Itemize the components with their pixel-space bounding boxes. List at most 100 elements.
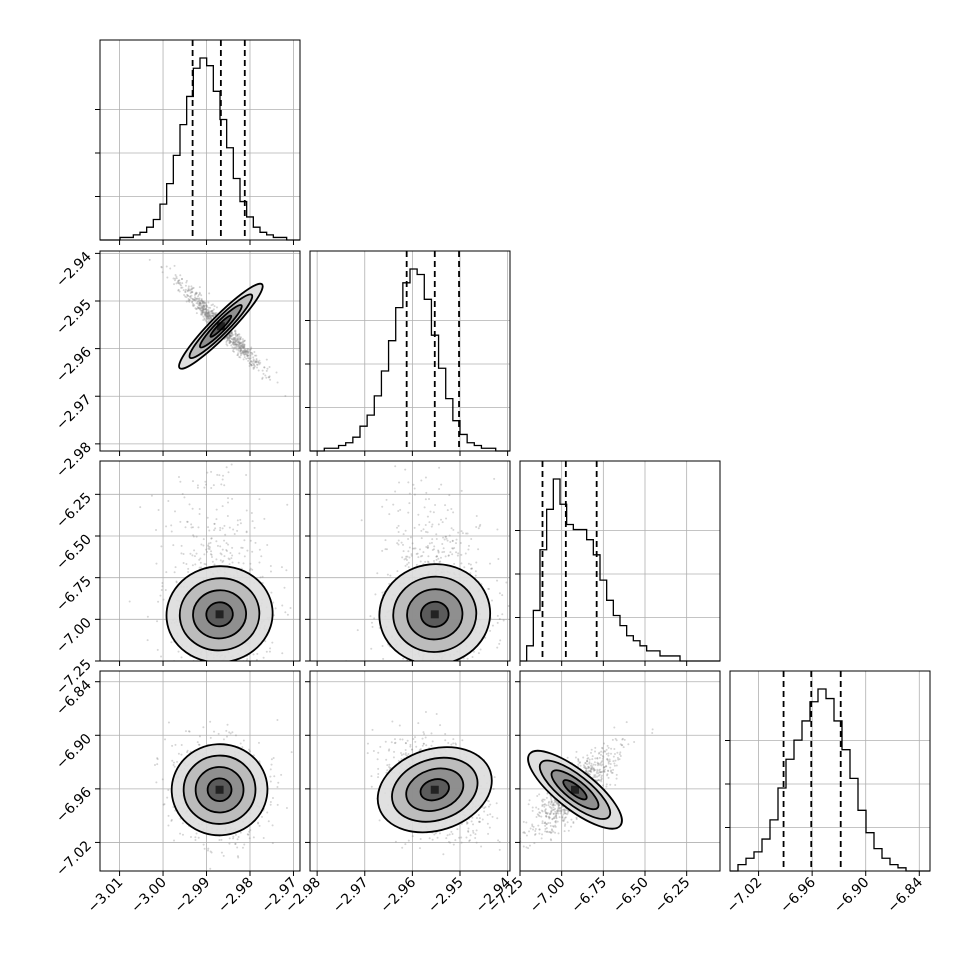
x-axis-p0-r2: [119, 661, 294, 666]
scatter-point: [399, 508, 402, 511]
scatter-point: [195, 293, 198, 296]
scatter-point: [156, 758, 159, 761]
scatter-point: [377, 776, 380, 779]
x-axis-p0-r1: [119, 451, 294, 456]
scatter-point: [236, 343, 239, 346]
scatter-point: [240, 336, 243, 339]
scatter-point: [155, 562, 158, 565]
scatter-point: [385, 498, 388, 501]
scatter-point: [360, 519, 363, 522]
scatter-point: [469, 563, 472, 566]
scatter-point: [461, 532, 464, 535]
scatter-point: [594, 757, 597, 760]
scatter-point: [451, 539, 454, 542]
scatter-point: [429, 439, 431, 441]
scatter-point: [234, 338, 237, 341]
scatter-point: [451, 547, 454, 550]
scatter-point: [484, 636, 487, 639]
scatter-point: [198, 306, 201, 309]
scatter-point: [376, 758, 379, 761]
scatter-point: [238, 338, 241, 341]
scatter-point: [234, 340, 237, 343]
y-tick-label: −2.94: [53, 249, 95, 291]
scatter-point: [234, 341, 237, 344]
scatter-point: [394, 662, 396, 664]
scatter-point: [181, 833, 184, 836]
scatter-point: [234, 334, 237, 337]
scatter-point: [191, 297, 194, 300]
scatter-point: [393, 742, 396, 745]
scatter-point: [237, 856, 240, 859]
scatter-point: [202, 308, 205, 311]
scatter-point: [211, 309, 214, 312]
scatter-point: [201, 313, 204, 316]
scatter-point: [209, 310, 212, 313]
scatter-point: [496, 817, 499, 820]
scatter-point: [425, 546, 428, 549]
scatter-point: [280, 773, 283, 776]
scatter-point: [455, 551, 458, 554]
scatter-point: [236, 343, 239, 346]
scatter-point: [424, 523, 427, 526]
x-axis-p0-r3: −3.01 −3.00 −2.99 −2.98 −2.97: [85, 871, 300, 916]
scatter-point: [236, 529, 239, 532]
scatter-point: [444, 739, 447, 742]
scatter-point: [475, 841, 478, 844]
scatter-point: [238, 347, 241, 350]
scatter-point: [459, 542, 462, 545]
scatter-point: [155, 528, 158, 531]
scatter-point: [212, 312, 215, 315]
scatter-point: [602, 769, 605, 772]
scatter-point: [156, 763, 159, 766]
scatter-point: [434, 832, 437, 835]
scatter-point: [207, 542, 210, 545]
scatter-point: [188, 289, 191, 292]
scatter-point: [492, 788, 495, 791]
scatter-point: [214, 312, 217, 315]
scatter-point: [486, 813, 489, 816]
scatter-point: [417, 722, 420, 725]
scatter-point: [261, 575, 264, 578]
scatter-point: [237, 337, 240, 340]
scatter-point: [418, 523, 421, 526]
scatter-point: [230, 463, 233, 466]
scatter-point: [213, 529, 216, 532]
scatter-point: [404, 557, 407, 560]
scatter-point: [207, 301, 210, 304]
scatter-point: [192, 535, 195, 538]
scatter-point: [225, 549, 228, 552]
scatter-point: [228, 334, 231, 337]
scatter-point: [223, 555, 226, 558]
scatter-point: [258, 561, 261, 564]
scatter-point: [475, 817, 478, 820]
scatter-point: [268, 376, 271, 379]
scatter-point: [226, 336, 229, 339]
scatter-point: [254, 360, 257, 363]
scatter-point: [474, 833, 477, 836]
scatter-point: [437, 523, 440, 526]
scatter-point: [239, 342, 242, 345]
scatter-point: [239, 348, 242, 351]
scatter-point: [237, 336, 240, 339]
scatter-point: [572, 821, 575, 824]
scatter-point: [201, 309, 204, 312]
scatter-point: [543, 805, 546, 808]
scatter-point: [215, 558, 218, 561]
scatter-point: [241, 343, 244, 346]
scatter-point: [234, 343, 237, 346]
scatter-point: [389, 767, 392, 770]
scatter-point: [182, 561, 185, 564]
scatter-point: [426, 560, 429, 563]
scatter-point: [402, 657, 405, 660]
scatter-point: [449, 551, 452, 554]
scatter-point: [439, 560, 442, 563]
scatter-point: [429, 510, 432, 513]
scatter-point: [406, 563, 409, 566]
scatter-point: [244, 348, 247, 351]
scatter-point: [613, 726, 616, 729]
scatter-point: [200, 306, 203, 309]
scatter-point: [270, 758, 273, 761]
scatter-point: [239, 522, 242, 525]
scatter-point: [556, 809, 559, 812]
scatter-point: [532, 825, 535, 828]
